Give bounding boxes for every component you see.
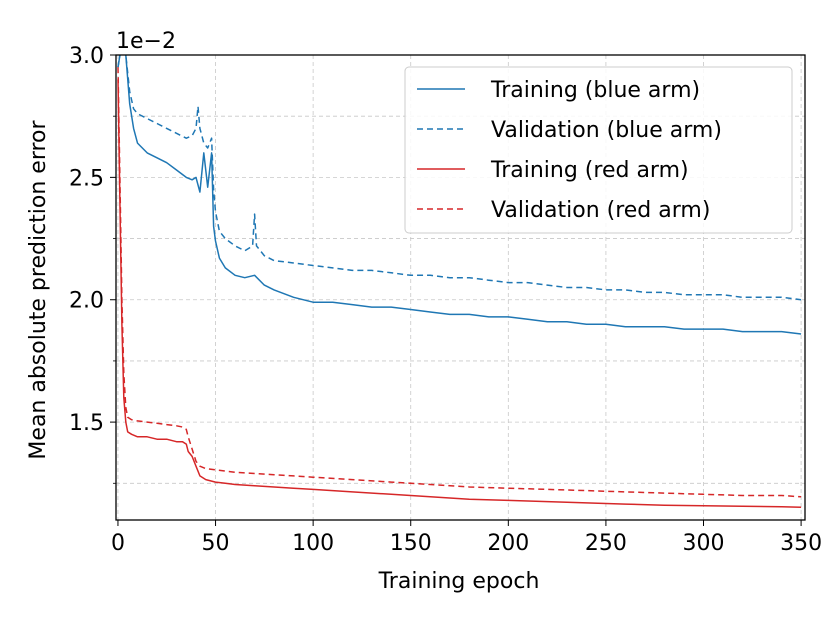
y-axis-label: Mean absolute prediction error (26, 119, 51, 459)
y-tick-label: 2.0 (69, 289, 104, 314)
x-tick-label: 50 (202, 531, 230, 556)
series-lines (117, 55, 802, 509)
legend-label: Validation (red arm) (491, 198, 710, 223)
x-tick-label: 350 (780, 531, 822, 556)
x-axis-label: Training epoch (378, 569, 540, 594)
x-tick-label: 250 (585, 531, 627, 556)
legend-label: Training (red arm) (490, 158, 689, 183)
series-line-1 (117, 55, 802, 335)
y-tick-label: 3.0 (69, 44, 104, 69)
x-tick-label: 300 (683, 531, 725, 556)
legend-label: Validation (blue arm) (491, 118, 722, 143)
y-scale-label: 1e−2 (116, 29, 176, 54)
series-line-3 (117, 79, 802, 509)
y-tick-label: 1.5 (69, 411, 104, 436)
axes-frame (115, 54, 806, 521)
x-tick-label: 100 (292, 531, 334, 556)
x-tick-label: 0 (111, 531, 125, 556)
axis-ticks: 0 50 100 150 200 250 300 350 1.5 2.0 2.5 3.0 (69, 44, 822, 556)
y-tick-label: 2.5 (69, 166, 104, 191)
series-line-2 (117, 55, 802, 301)
legend-label: Training (blue arm) (490, 78, 700, 103)
legend: Training (blue arm) Validation (blue arm)… (404, 66, 793, 234)
x-tick-label: 150 (390, 531, 432, 556)
series-line-4 (117, 67, 802, 498)
x-tick-label: 200 (487, 531, 529, 556)
legend-box (404, 66, 793, 234)
